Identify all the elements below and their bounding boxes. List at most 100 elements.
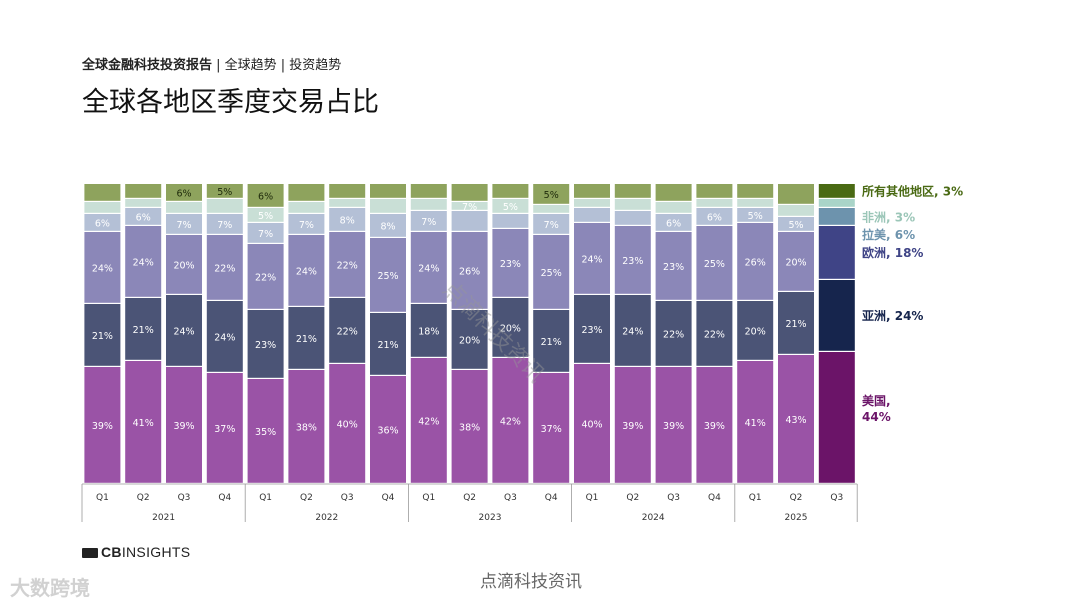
data-label: 38%: [296, 423, 317, 434]
data-label: 21%: [296, 334, 317, 345]
data-label: 40%: [337, 420, 358, 431]
bar-18-s6: [778, 184, 814, 204]
cbinsights-logo: CBINSIGHTS: [82, 544, 190, 560]
bar-9-s6: [410, 184, 447, 198]
x-tick-label: Q2: [463, 493, 476, 503]
cb-logo-icon: [82, 548, 98, 558]
bar-13-s4: [574, 208, 610, 222]
bar-6-s5: [288, 202, 325, 213]
bar-10-s3: [451, 232, 488, 309]
data-label: 38%: [459, 423, 480, 434]
data-label: 24%: [581, 255, 602, 266]
data-label: 24%: [418, 264, 439, 275]
bar-15-s4: [655, 214, 692, 231]
bar-10-s5: [451, 202, 488, 210]
bar-5-s4: [247, 223, 284, 243]
data-label: 22%: [663, 330, 684, 341]
left-watermark: 大数跨境: [10, 576, 90, 600]
bar-10-s1: [451, 370, 488, 483]
bar-19-s2: [818, 280, 855, 351]
data-label: 20%: [500, 324, 521, 335]
bar-5-s6: [247, 184, 284, 207]
bar-17-s1: [737, 361, 774, 483]
data-label: 7%: [176, 220, 191, 231]
bar-3-s3: [166, 235, 202, 294]
bar-7-s4: [329, 208, 366, 231]
year-label: 2023: [479, 513, 502, 523]
bar-16-s3: [696, 226, 733, 300]
bar-16-s4: [696, 208, 733, 225]
bar-19-s4: [818, 208, 855, 225]
bar-3-s6: [166, 184, 202, 201]
bar-10-s4: [451, 211, 488, 231]
bar-18-s1: [778, 355, 814, 483]
bar-4-s4: [206, 214, 243, 234]
data-label: 24%: [622, 327, 643, 338]
data-label: 8%: [380, 222, 395, 233]
bar-5-s1: [247, 379, 284, 483]
x-tick-label: Q3: [504, 493, 517, 503]
bar-14-s1: [614, 367, 651, 483]
x-tick-label: Q4: [382, 493, 395, 503]
x-tick-label: Q2: [137, 493, 150, 503]
x-tick-label: Q2: [790, 493, 803, 503]
x-tick-label: Q1: [586, 493, 599, 503]
bar-17-s2: [737, 301, 774, 360]
bar-7-s2: [329, 298, 366, 363]
data-label: 6%: [176, 189, 191, 200]
bar-3-s5: [166, 202, 202, 213]
bar-3-s4: [166, 214, 202, 234]
bar-17-s3: [737, 223, 774, 300]
data-label: 6%: [707, 213, 722, 224]
bar-6-s1: [288, 370, 325, 483]
bar-15-s3: [655, 232, 692, 300]
bar-13-s1: [574, 364, 610, 483]
data-label: 7%: [462, 202, 477, 213]
year-label: 2021: [152, 513, 175, 523]
legend-美国-value: 44%: [862, 410, 891, 424]
data-label: 25%: [541, 268, 562, 279]
data-label: 23%: [622, 256, 643, 267]
data-label: 23%: [255, 340, 276, 351]
bar-14-s4: [614, 211, 651, 225]
bar-13-s5: [574, 199, 610, 207]
bar-9-s1: [410, 358, 447, 483]
data-label: 5%: [258, 211, 273, 222]
bar-16-s1: [696, 367, 733, 483]
bar-11-s2: [492, 298, 529, 357]
brand-bold: CB: [101, 544, 122, 560]
brand-rest: INSIGHTS: [121, 544, 191, 560]
x-tick-label: Q1: [96, 493, 109, 503]
data-label: 39%: [92, 421, 113, 432]
bar-12-s4: [533, 214, 570, 234]
bar-17-s6: [737, 184, 774, 198]
data-label: 22%: [337, 327, 358, 338]
data-label: 22%: [704, 330, 725, 341]
bar-19-s5: [818, 199, 855, 207]
bar-12-s3: [533, 235, 570, 309]
bar-11-s1: [492, 358, 529, 483]
data-label: 43%: [785, 415, 806, 426]
bar-4-s2: [206, 301, 243, 372]
bar-7-s1: [329, 364, 366, 483]
bar-14-s2: [614, 295, 651, 366]
bar-1-s6: [84, 184, 121, 201]
bar-1-s5: [84, 202, 121, 213]
bar-6-s4: [288, 214, 325, 234]
bar-11-s6: [492, 184, 529, 198]
bar-1-s2: [84, 304, 121, 366]
bar-18-s3: [778, 232, 814, 291]
bar-7-s3: [329, 232, 366, 297]
bar-12-s6: [533, 184, 570, 204]
bar-11-s4: [492, 214, 529, 228]
bar-18-s4: [778, 217, 814, 231]
bar-8-s3: [370, 238, 406, 312]
data-label: 24%: [92, 264, 113, 275]
bar-8-s1: [370, 376, 406, 483]
bar-4-s1: [206, 373, 243, 483]
bar-9-s4: [410, 211, 447, 231]
data-label: 23%: [581, 325, 602, 336]
legend-美国: 美国,: [862, 393, 891, 408]
bar-14-s3: [614, 226, 651, 294]
bar-8-s2: [370, 313, 406, 375]
